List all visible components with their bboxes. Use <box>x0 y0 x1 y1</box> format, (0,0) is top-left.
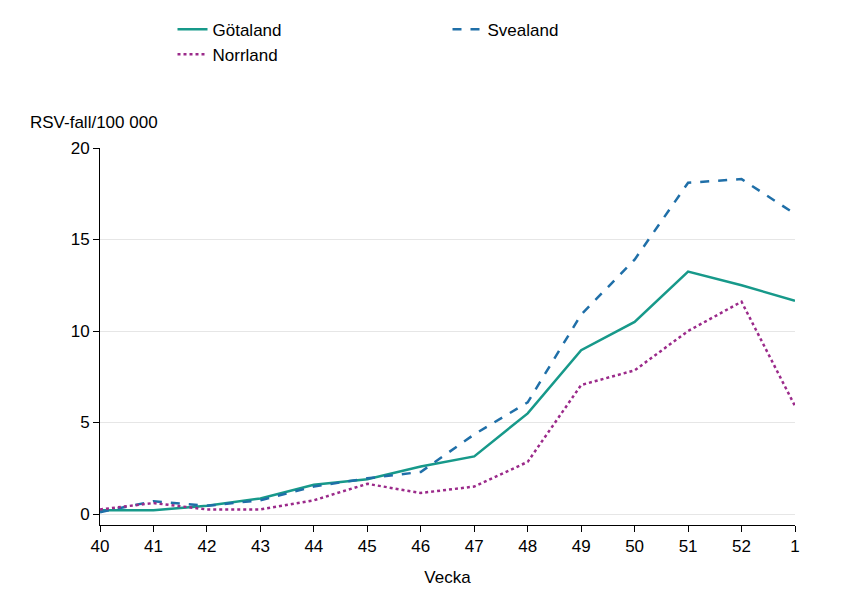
svg-text:47: 47 <box>465 537 484 556</box>
svg-text:Norrland: Norrland <box>213 46 278 65</box>
svg-text:40: 40 <box>91 537 110 556</box>
svg-text:42: 42 <box>197 537 216 556</box>
svg-text:20: 20 <box>71 139 90 158</box>
svg-text:49: 49 <box>572 537 591 556</box>
svg-text:15: 15 <box>71 230 90 249</box>
svg-text:44: 44 <box>304 537 323 556</box>
svg-text:0: 0 <box>80 505 89 524</box>
svg-text:41: 41 <box>144 537 163 556</box>
svg-text:5: 5 <box>80 413 89 432</box>
svg-text:50: 50 <box>625 537 644 556</box>
svg-text:46: 46 <box>411 537 430 556</box>
svg-text:51: 51 <box>679 537 698 556</box>
svg-text:Svealand: Svealand <box>488 21 559 40</box>
svg-text:52: 52 <box>732 537 751 556</box>
svg-text:Vecka: Vecka <box>424 568 471 587</box>
svg-text:Götaland: Götaland <box>213 21 282 40</box>
svg-text:1: 1 <box>790 537 799 556</box>
svg-text:RSV-fall/100 000: RSV-fall/100 000 <box>30 113 158 132</box>
svg-text:43: 43 <box>251 537 270 556</box>
svg-text:45: 45 <box>358 537 377 556</box>
svg-text:10: 10 <box>71 322 90 341</box>
svg-text:48: 48 <box>518 537 537 556</box>
